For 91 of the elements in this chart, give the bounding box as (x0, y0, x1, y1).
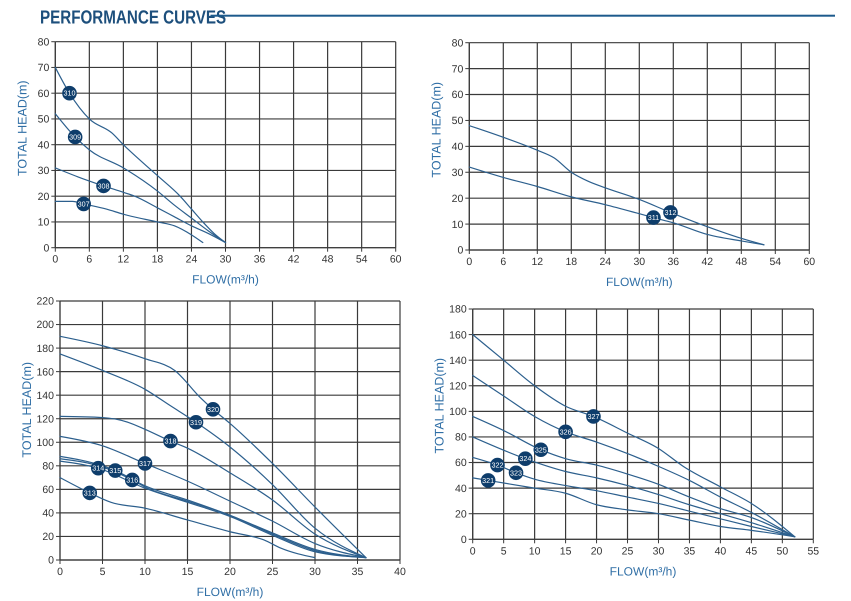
y-tick-label: 40 (42, 508, 54, 520)
x-tick-label: 60 (803, 256, 816, 268)
x-tick-label: 42 (701, 256, 714, 268)
y-tick-label: 180 (36, 342, 54, 355)
y-tick-label: 160 (449, 329, 467, 342)
x-axis-title: FLOW(m³/h) (192, 272, 259, 287)
y-tick-label: 80 (42, 460, 54, 472)
y-tick-label: 20 (452, 192, 464, 205)
x-tick-label: 54 (356, 254, 368, 266)
y-tick-label: 220 (36, 296, 54, 308)
y-tick-label: 20 (38, 190, 50, 203)
y-tick-label: 20 (42, 531, 54, 544)
x-tick-label: 15 (560, 545, 572, 558)
y-tick-label: 80 (455, 432, 467, 444)
y-tick-label: 40 (452, 141, 464, 154)
x-axis-title: FLOW(m³/h) (606, 275, 673, 289)
x-tick-label: 40 (714, 545, 726, 558)
x-tick-label: 36 (667, 256, 680, 268)
x-tick-label: 50 (776, 545, 788, 558)
y-tick-label: 60 (452, 89, 464, 102)
x-tick-label: 12 (531, 256, 544, 268)
line-series (59, 476, 316, 558)
x-tick-label: 18 (565, 256, 578, 268)
x-tick-label: 5 (500, 545, 507, 558)
x-tick-label: 30 (633, 256, 646, 268)
x-tick-label: 6 (86, 254, 92, 266)
x-tick-label: 25 (266, 566, 278, 578)
y-axis-title: TOTAL HEAD(m) (429, 82, 444, 178)
x-tick-label: 48 (322, 254, 334, 266)
y-tick-label: 0 (48, 554, 54, 567)
y-tick-label: 140 (449, 354, 467, 367)
x-tick-label: 35 (684, 545, 696, 558)
x-tick-label: 24 (186, 254, 198, 266)
y-axis-title: TOTAL HEAD(m) (20, 362, 34, 458)
x-tick-label: 24 (599, 256, 612, 268)
y-tick-label: 70 (452, 63, 464, 76)
y-tick-label: 40 (455, 482, 467, 495)
x-tick-label: 35 (352, 566, 364, 578)
x-tick-label: 6 (500, 256, 506, 268)
y-tick-label: 120 (36, 413, 54, 426)
x-tick-label: 60 (390, 254, 402, 266)
x-axis-title: FLOW(m³/h) (610, 564, 676, 578)
y-tick-label: 80 (38, 36, 50, 48)
y-tick-label: 50 (452, 115, 464, 128)
x-tick-label: 10 (528, 545, 541, 558)
y-axis-title: TOTAL HEAD(m) (15, 80, 30, 176)
y-tick-label: 160 (36, 366, 54, 378)
y-tick-label: 0 (457, 244, 464, 257)
x-tick-label: 30 (220, 254, 232, 266)
x-tick-label: 5 (100, 566, 106, 578)
x-tick-label: 10 (139, 566, 151, 578)
y-tick-label: 0 (43, 242, 50, 254)
y-tick-label: 60 (455, 457, 467, 470)
y-tick-label: 200 (36, 319, 54, 332)
x-tick-label: 0 (57, 566, 64, 578)
y-tick-label: 20 (455, 508, 467, 520)
y-tick-label: 30 (452, 166, 464, 179)
x-tick-label: 20 (224, 566, 236, 578)
y-axis-title: TOTAL HEAD(m) (432, 358, 447, 454)
y-tick-label: 40 (38, 139, 50, 152)
x-tick-label: 48 (735, 256, 748, 268)
x-tick-label: 45 (746, 545, 758, 558)
y-tick-label: 60 (38, 88, 50, 100)
y-tick-label: 120 (449, 380, 467, 392)
x-tick-label: 15 (182, 566, 194, 578)
y-tick-label: 10 (38, 216, 50, 229)
x-axis-title: FLOW(m³/h) (196, 585, 264, 599)
x-tick-label: 54 (769, 256, 782, 268)
x-tick-label: 0 (470, 545, 476, 558)
y-tick-label: 180 (449, 304, 467, 316)
y-tick-label: 80 (452, 37, 464, 50)
y-tick-label: 70 (38, 62, 50, 74)
x-tick-label: 30 (309, 566, 321, 578)
y-tick-label: 30 (38, 165, 50, 178)
x-tick-label: 30 (652, 545, 664, 558)
x-tick-label: 12 (118, 254, 130, 266)
x-tick-label: 55 (807, 545, 820, 558)
y-tick-label: 0 (460, 534, 467, 546)
y-tick-label: 140 (36, 390, 54, 402)
y-tick-label: 10 (452, 218, 464, 231)
x-tick-label: 20 (590, 545, 603, 558)
chart-title: PERFORMANCE CURVES (40, 6, 226, 28)
x-tick-label: 42 (288, 254, 300, 266)
y-tick-label: 60 (42, 484, 54, 496)
x-tick-label: 40 (394, 566, 406, 578)
x-tick-label: 18 (152, 254, 164, 266)
y-tick-label: 100 (449, 406, 467, 418)
y-tick-label: 50 (38, 114, 50, 126)
x-tick-label: 36 (254, 254, 266, 266)
y-tick-label: 100 (36, 436, 54, 449)
x-tick-label: 25 (622, 545, 634, 558)
